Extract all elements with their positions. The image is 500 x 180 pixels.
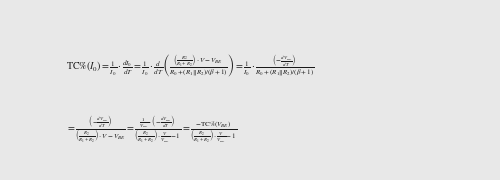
Text: $\mathrm{TC\%}(I_0) = \frac{1}{I_0} \cdot \frac{dI_0}{dT} = \frac{1}{I_0} \cdot : $\mathrm{TC\%}(I_0) = \frac{1}{I_0} \cdo… [66,53,315,79]
Text: $= \frac{\left(-\frac{dV_{BE}}{dT}\right)}{\left(\frac{R_2}{R_1+R_2}\right)\cdot: $= \frac{\left(-\frac{dV_{BE}}{dT}\right… [66,114,237,145]
